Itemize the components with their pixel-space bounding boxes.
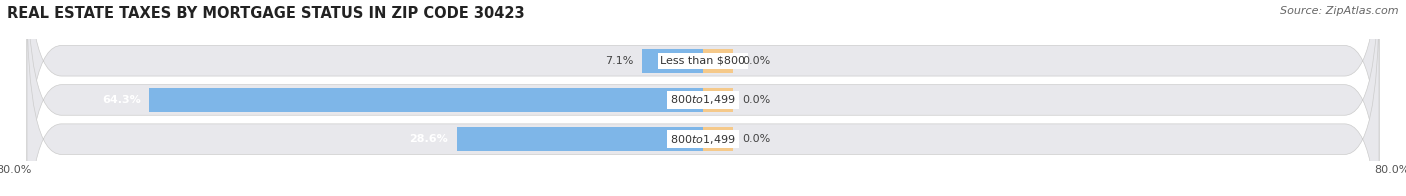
FancyBboxPatch shape bbox=[27, 0, 1379, 196]
Bar bbox=[703, 127, 733, 151]
FancyBboxPatch shape bbox=[27, 0, 1379, 196]
Bar bbox=[703, 88, 733, 112]
Bar bbox=[643, 49, 703, 73]
Text: $800 to $1,499: $800 to $1,499 bbox=[671, 93, 735, 106]
Bar bbox=[703, 49, 733, 73]
Bar bbox=[457, 127, 703, 151]
Text: 28.6%: 28.6% bbox=[409, 134, 449, 144]
Text: 64.3%: 64.3% bbox=[101, 95, 141, 105]
Bar bbox=[149, 88, 703, 112]
Text: $800 to $1,499: $800 to $1,499 bbox=[671, 133, 735, 146]
Text: Less than $800: Less than $800 bbox=[661, 56, 745, 66]
Text: Source: ZipAtlas.com: Source: ZipAtlas.com bbox=[1281, 6, 1399, 16]
Text: 0.0%: 0.0% bbox=[742, 95, 770, 105]
FancyBboxPatch shape bbox=[27, 0, 1379, 196]
Text: 0.0%: 0.0% bbox=[742, 56, 770, 66]
Text: REAL ESTATE TAXES BY MORTGAGE STATUS IN ZIP CODE 30423: REAL ESTATE TAXES BY MORTGAGE STATUS IN … bbox=[7, 6, 524, 21]
Text: 0.0%: 0.0% bbox=[742, 134, 770, 144]
Text: 7.1%: 7.1% bbox=[605, 56, 633, 66]
